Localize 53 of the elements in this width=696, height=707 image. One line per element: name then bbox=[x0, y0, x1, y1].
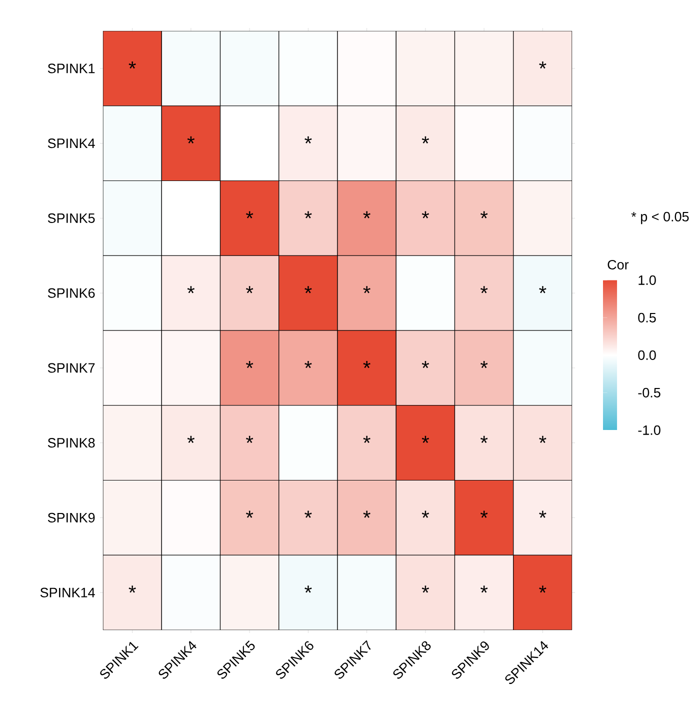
data-label: * bbox=[480, 286, 488, 294]
data-label: * bbox=[363, 286, 370, 294]
data-label: * bbox=[539, 436, 546, 443]
data-label: * bbox=[246, 436, 254, 443]
y-tick-label: SPINK5 bbox=[48, 213, 95, 223]
data-label: * bbox=[480, 436, 488, 443]
y-tick-label: SPINK6 bbox=[48, 288, 95, 298]
data-label: * bbox=[480, 510, 488, 518]
y-tick-label: SPINK7 bbox=[48, 363, 95, 373]
y-tick-label: SPINK4 bbox=[48, 138, 95, 148]
color-bar-label: -0.5 bbox=[638, 388, 660, 398]
text: * p < 0.05 bbox=[631, 212, 689, 224]
color-bar-title: Cor bbox=[608, 260, 629, 270]
color-bar-label: 0.0 bbox=[638, 350, 656, 360]
data-label: * bbox=[246, 286, 254, 294]
y-tick-label: SPINK8 bbox=[48, 438, 95, 448]
data-label: * bbox=[480, 211, 488, 218]
data-label: * bbox=[539, 586, 546, 593]
color-bar-label: 1.0 bbox=[638, 275, 656, 285]
data-label: * bbox=[539, 62, 546, 69]
data-label: * bbox=[539, 286, 546, 294]
data-label: * bbox=[363, 436, 370, 443]
data-label: * bbox=[304, 510, 312, 518]
data-label: * bbox=[480, 586, 488, 593]
data-label: * bbox=[480, 361, 488, 368]
data-label: * bbox=[304, 286, 312, 294]
color-bar-label: 0.5 bbox=[638, 312, 656, 322]
data-label: * bbox=[128, 586, 136, 593]
data-label: * bbox=[539, 510, 546, 518]
y-tick-label: SPINK14 bbox=[40, 588, 95, 598]
y-tick-label: SPINK1 bbox=[48, 64, 95, 74]
data-label: * bbox=[304, 361, 312, 368]
data-label: * bbox=[363, 211, 370, 218]
data-label: * bbox=[304, 586, 312, 593]
data-label: * bbox=[246, 510, 254, 518]
data-label: * bbox=[422, 361, 430, 368]
data-label: * bbox=[363, 361, 370, 368]
data-label: * bbox=[422, 586, 430, 593]
data-label: * bbox=[187, 436, 195, 443]
data-label: * bbox=[187, 136, 195, 144]
color-bar-label: -1.0 bbox=[638, 425, 660, 435]
data-label: * bbox=[304, 136, 312, 144]
data-label: * bbox=[246, 211, 254, 218]
data-label: * bbox=[422, 436, 430, 443]
data-label: * bbox=[422, 136, 430, 144]
data-label: * bbox=[363, 510, 370, 518]
data-label: * bbox=[422, 211, 430, 218]
data-label: * bbox=[128, 62, 136, 69]
y-tick-label: SPINK9 bbox=[48, 512, 95, 522]
data-label: * bbox=[422, 510, 430, 518]
data-label: * bbox=[246, 361, 254, 368]
data-label: * bbox=[187, 286, 195, 294]
data-label: * bbox=[304, 211, 312, 218]
